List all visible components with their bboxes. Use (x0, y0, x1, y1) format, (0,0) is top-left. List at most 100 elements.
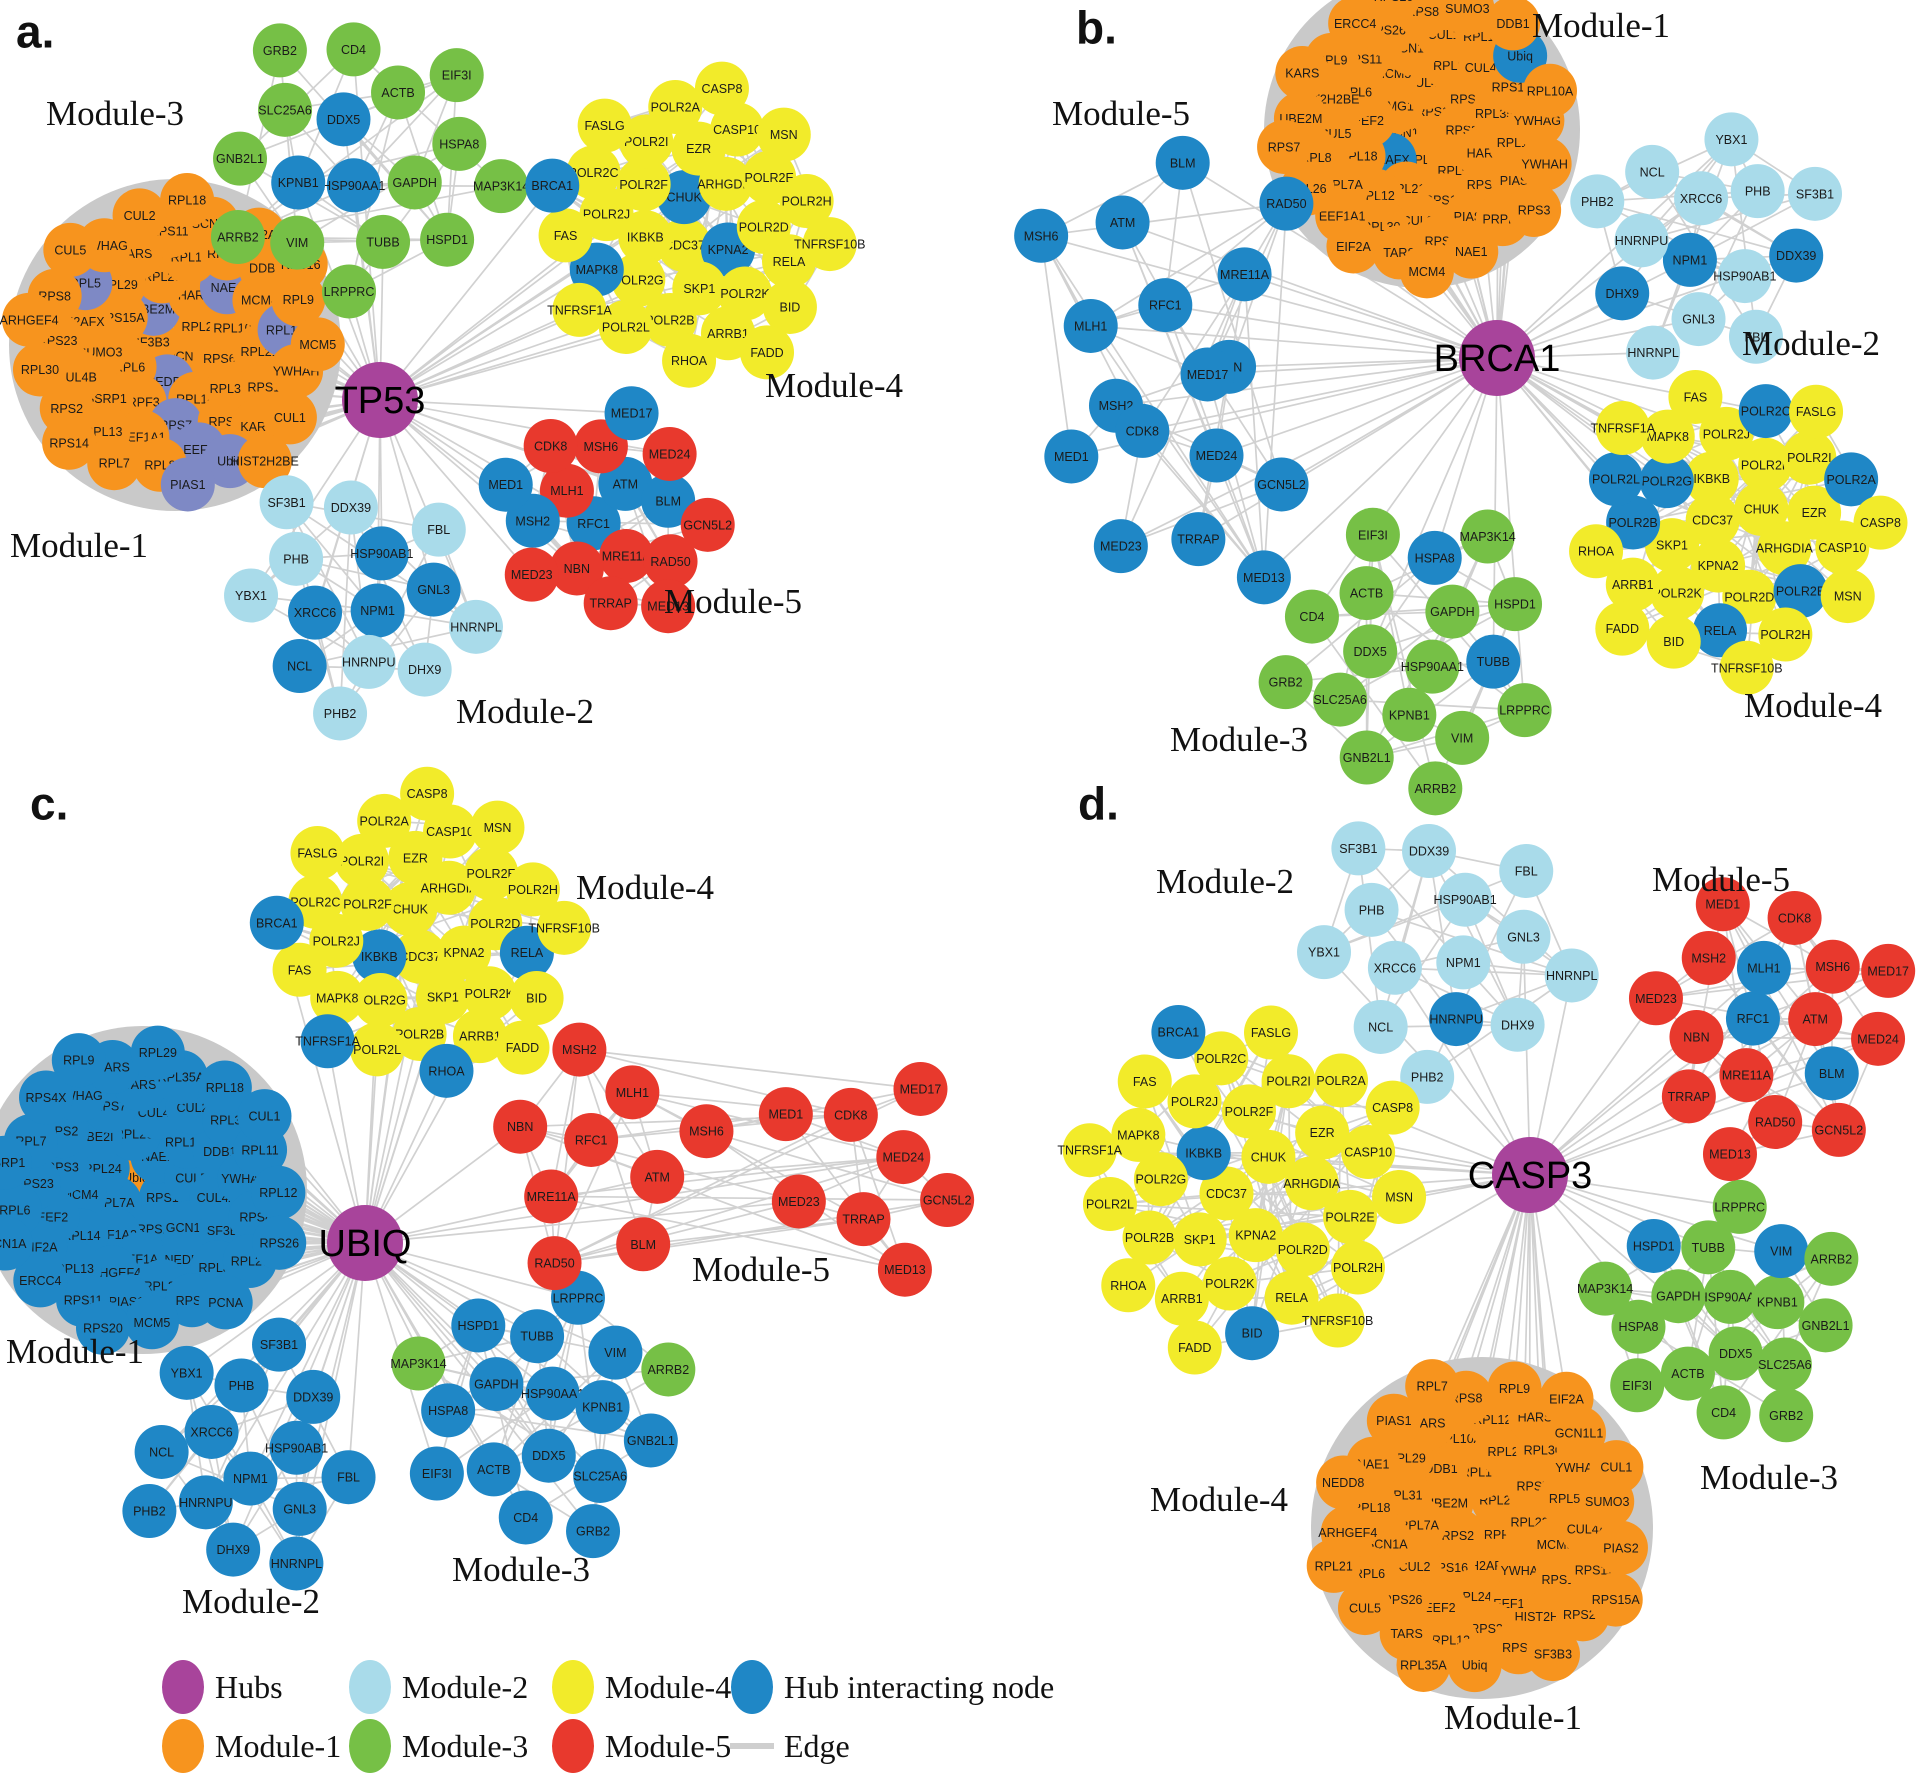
node-NPM1[interactable]: NPM1 (350, 583, 405, 638)
node-CUL2[interactable]: CUL2 (112, 188, 167, 243)
node-CUL1[interactable]: CUL1 (262, 390, 317, 445)
node-POLR2E[interactable]: POLR2E (464, 846, 519, 901)
node-EIF3I[interactable]: EIF3I (1610, 1358, 1665, 1413)
node-RHOA[interactable]: RHOA (1101, 1258, 1156, 1313)
node-YBX1[interactable]: YBX1 (1704, 112, 1759, 167)
node-NBN[interactable]: NBN (493, 1099, 548, 1154)
node-TUBB[interactable]: TUBB (1466, 634, 1521, 689)
node-MAPK8[interactable]: MAPK8 (569, 242, 624, 297)
node-POLR2E[interactable]: POLR2E (1323, 1189, 1378, 1244)
node-CDK8[interactable]: CDK8 (823, 1087, 878, 1142)
node-DDX39[interactable]: DDX39 (286, 1369, 341, 1424)
node-MAP3K14[interactable]: MAP3K14 (1459, 509, 1516, 564)
node-RPL9[interactable]: RPL9 (1487, 1361, 1542, 1416)
node-HNRNPU[interactable]: HNRNPU (341, 634, 396, 689)
node-CUL5[interactable]: CUL5 (1337, 1581, 1392, 1636)
node-RPL12[interactable]: RPL12 (251, 1165, 306, 1220)
node-TUBB[interactable]: TUBB (356, 214, 411, 269)
node-MRE11A[interactable]: MRE11A (1217, 247, 1272, 302)
node-BRCA1[interactable]: BRCA1 (1151, 1005, 1206, 1060)
node-MSN[interactable]: MSN (470, 800, 525, 855)
node-MED24[interactable]: MED24 (642, 426, 697, 481)
node-POLR2C[interactable]: POLR2C (566, 145, 621, 200)
node-NPM1[interactable]: NPM1 (1436, 935, 1491, 990)
node-MED17[interactable]: MED17 (1180, 347, 1235, 402)
node-YWHAH[interactable]: YWHAH (1517, 136, 1572, 191)
node-GNB2L1[interactable]: GNB2L1 (623, 1413, 678, 1468)
node-PHB[interactable]: PHB (1344, 882, 1399, 937)
node-CASP10[interactable]: CASP10 (1341, 1125, 1396, 1180)
node-CASP8[interactable]: CASP8 (1365, 1080, 1420, 1135)
node-POLR2K[interactable]: POLR2K (1202, 1256, 1257, 1311)
node-RELA[interactable]: RELA (761, 234, 816, 289)
node-MED1[interactable]: MED1 (478, 457, 533, 512)
node-CDK8[interactable]: CDK8 (1767, 890, 1822, 945)
node-TUBB[interactable]: TUBB (510, 1309, 565, 1364)
node-ARRB2[interactable]: ARRB2 (1804, 1231, 1859, 1286)
node-FAS[interactable]: FAS (272, 942, 327, 997)
node-CASP8[interactable]: CASP8 (1853, 495, 1908, 550)
node-YBX1[interactable]: YBX1 (159, 1345, 214, 1400)
node-DDX39[interactable]: DDX39 (1402, 824, 1457, 879)
node-NAE1[interactable]: NAE1 (1444, 224, 1499, 279)
node-ACTB[interactable]: ACTB (466, 1442, 521, 1497)
node-MAPK8[interactable]: MAPK8 (1111, 1107, 1166, 1162)
node-MSH2[interactable]: MSH2 (1681, 930, 1736, 985)
node-CHUK[interactable]: CHUK (1734, 481, 1789, 536)
node-GRB2[interactable]: GRB2 (252, 23, 307, 78)
node-PHB[interactable]: PHB (214, 1358, 269, 1413)
node-ATM[interactable]: ATM (1788, 992, 1843, 1047)
node-FBL[interactable]: FBL (321, 1450, 376, 1505)
node-CASP8[interactable]: CASP8 (694, 61, 749, 116)
node-IKBKB[interactable]: IKBKB (1176, 1126, 1231, 1181)
node-MED17[interactable]: MED17 (1861, 943, 1916, 998)
node-RHOA[interactable]: RHOA (662, 333, 717, 388)
node-TRRAP[interactable]: TRRAP (1661, 1069, 1716, 1124)
node-RPL7[interactable]: RPL7 (87, 436, 142, 491)
node-FADD[interactable]: FADD (1167, 1320, 1222, 1375)
node-MSN[interactable]: MSN (1372, 1169, 1427, 1224)
node-TNFRSF10B[interactable]: TNFRSF10B (794, 217, 866, 272)
node-POLR2K[interactable]: POLR2K (462, 966, 517, 1021)
node-RPL7[interactable]: RPL7 (1405, 1359, 1460, 1414)
node-MED23[interactable]: MED23 (1093, 519, 1148, 574)
node-EIF3I[interactable]: EIF3I (1345, 507, 1400, 562)
node-HSP90AA1[interactable]: HSP90AA1 (521, 1366, 584, 1421)
node-VIM[interactable]: VIM (588, 1325, 643, 1380)
node-POLR2H[interactable]: POLR2H (505, 862, 560, 917)
node-POLR2B[interactable]: POLR2B (642, 292, 697, 347)
node-ARRB2[interactable]: ARRB2 (641, 1342, 696, 1397)
node-POLR2B[interactable]: POLR2B (1606, 495, 1661, 550)
node-DDX39[interactable]: DDX39 (323, 480, 378, 535)
node-POLR2L[interactable]: POLR2L (1588, 452, 1643, 507)
node-RPL30[interactable]: RPL30 (12, 342, 67, 397)
node-HNRNPU[interactable]: HNRNPU (1614, 213, 1669, 268)
node-HSPD1[interactable]: HSPD1 (420, 212, 475, 267)
node-POLR2F[interactable]: POLR2F (1222, 1084, 1277, 1139)
node-HSP90AA1[interactable]: HSP90AA1 (1401, 639, 1464, 694)
node-Ubiq[interactable]: Ubiq (1447, 1638, 1502, 1693)
node-SLC25A6[interactable]: SLC25A6 (573, 1448, 628, 1503)
node-MCM5[interactable]: MCM5 (290, 317, 345, 372)
node-RPS26[interactable]: RPS26 (252, 1215, 307, 1270)
node-EIF2A[interactable]: EIF2A (1326, 219, 1381, 274)
node-MED24[interactable]: MED24 (876, 1130, 931, 1185)
node-BRCA1[interactable]: BRCA1 (249, 895, 304, 950)
node-XRCC6[interactable]: XRCC6 (1674, 171, 1729, 226)
node-IKBKB[interactable]: IKBKB (352, 929, 407, 984)
node-KPNA2[interactable]: KPNA2 (1228, 1208, 1283, 1263)
node-LRPPRC[interactable]: LRPPRC (1712, 1179, 1767, 1234)
node-MSN[interactable]: MSN (756, 107, 811, 162)
node-HSP90AA1[interactable]: HSP90AA1 (1699, 1269, 1762, 1324)
node-ARHGDIA[interactable]: ARHGDIA (1283, 1156, 1341, 1211)
node-POLR2L[interactable]: POLR2L (598, 299, 653, 354)
node-PIAS2[interactable]: PIAS2 (1593, 1520, 1648, 1575)
node-FAS[interactable]: FAS (1117, 1054, 1172, 1109)
node-POLR2F[interactable]: POLR2F (340, 876, 395, 931)
node-POLR2H[interactable]: POLR2H (1331, 1240, 1386, 1295)
node-MSH6[interactable]: MSH6 (1805, 939, 1860, 994)
node-FASLG[interactable]: FASLG (1243, 1005, 1298, 1060)
node-RELA[interactable]: RELA (1264, 1270, 1319, 1325)
node-KPNB1[interactable]: KPNB1 (1382, 687, 1437, 742)
node-MED17[interactable]: MED17 (893, 1061, 948, 1116)
